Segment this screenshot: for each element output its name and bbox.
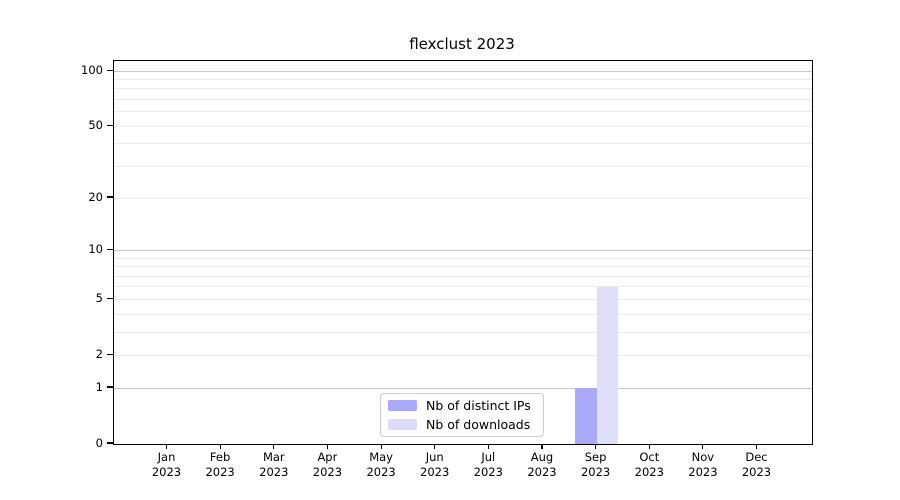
y-tick-mark-20 bbox=[107, 196, 113, 198]
x-tick-year: 2023 bbox=[205, 465, 235, 479]
x-tick-label-jun: Jun 2023 bbox=[408, 450, 462, 480]
x-tick-year: 2023 bbox=[312, 465, 343, 479]
x-tick-mark-jul bbox=[487, 444, 489, 449]
x-tick-year: 2023 bbox=[527, 465, 557, 479]
legend-item-downloads: Nb of downloads bbox=[388, 417, 535, 433]
x-tick-year: 2023 bbox=[580, 465, 611, 479]
x-tick-year: 2023 bbox=[634, 465, 664, 479]
x-tick-mark-oct bbox=[648, 444, 650, 449]
x-tick-month: Jun bbox=[425, 450, 444, 464]
y-tick-mark-50 bbox=[107, 124, 113, 126]
x-tick-month: Jan bbox=[157, 450, 176, 464]
x-tick-year: 2023 bbox=[473, 465, 503, 479]
y-tick-label-0: 0 bbox=[95, 436, 103, 450]
gridline-5 bbox=[114, 298, 812, 300]
x-tick-label-apr: Apr 2023 bbox=[300, 450, 354, 480]
x-tick-month: Dec bbox=[745, 450, 768, 464]
gridline-4 bbox=[114, 313, 812, 315]
x-tick-mark-apr bbox=[326, 444, 328, 449]
gridline-10 bbox=[114, 249, 812, 251]
x-tick-label-aug: Aug 2023 bbox=[515, 450, 569, 480]
y-tick-mark-100 bbox=[107, 69, 113, 71]
y-tick-label-2: 2 bbox=[95, 347, 103, 362]
gridline-6 bbox=[114, 286, 812, 288]
legend-label-distinct-ips: Nb of distinct IPs bbox=[426, 398, 531, 414]
legend-swatch-downloads bbox=[388, 418, 417, 430]
gridline-8 bbox=[114, 266, 812, 267]
bar-sep-downloads bbox=[596, 286, 619, 444]
x-tick-label-nov: Nov 2023 bbox=[676, 450, 730, 480]
x-tick-month: Oct bbox=[639, 450, 660, 464]
y-tick-mark-1 bbox=[107, 386, 113, 388]
y-tick-mark-5 bbox=[107, 297, 113, 299]
x-tick-mark-jan bbox=[165, 444, 168, 449]
x-tick-year: 2023 bbox=[741, 465, 772, 479]
gridline-60 bbox=[114, 111, 812, 113]
x-tick-year: 2023 bbox=[259, 465, 289, 479]
legend-item-distinct-ips: Nb of distinct IPs bbox=[388, 398, 535, 414]
x-tick-month: Jul bbox=[481, 450, 496, 464]
x-tick-month: Mar bbox=[262, 450, 285, 464]
gridline-30 bbox=[114, 166, 812, 167]
x-tick-label-may: May 2023 bbox=[354, 450, 408, 480]
gridline-7 bbox=[114, 275, 812, 277]
chart-title: flexclust 2023 bbox=[409, 35, 515, 53]
gridline-3 bbox=[114, 331, 812, 333]
y-tick-label-50: 50 bbox=[88, 118, 103, 133]
x-tick-month: Apr bbox=[317, 450, 338, 464]
bar-sep-distinct-ips bbox=[575, 388, 597, 444]
gridline-100 bbox=[114, 70, 812, 72]
gridline-50 bbox=[114, 125, 812, 127]
x-tick-label-sep: Sep 2023 bbox=[569, 450, 623, 480]
x-tick-mark-may bbox=[380, 444, 382, 449]
y-tick-mark-2 bbox=[107, 353, 113, 355]
y-tick-label-20: 20 bbox=[88, 190, 103, 204]
gridline-9 bbox=[114, 257, 812, 259]
legend-label-downloads: Nb of downloads bbox=[426, 416, 531, 432]
plot-area: Nb of distinct IPs Nb of downloads bbox=[113, 60, 813, 445]
y-tick-label-5: 5 bbox=[95, 291, 103, 306]
x-tick-month: Aug bbox=[530, 450, 554, 464]
x-tick-label-dec: Dec 2023 bbox=[730, 450, 784, 480]
y-tick-mark-0 bbox=[107, 442, 113, 444]
x-tick-mark-dec bbox=[755, 444, 758, 449]
legend: Nb of distinct IPs Nb of downloads bbox=[380, 393, 544, 437]
x-tick-label-mar: Mar 2023 bbox=[247, 450, 301, 480]
gridline-40 bbox=[114, 143, 812, 145]
legend-swatch-distinct-ips bbox=[388, 400, 417, 412]
x-tick-mark-sep bbox=[595, 444, 597, 449]
gridline-90 bbox=[114, 79, 812, 80]
x-tick-mark-feb bbox=[219, 444, 221, 449]
y-tick-label-10: 10 bbox=[88, 242, 103, 257]
x-tick-mark-jun bbox=[434, 444, 436, 449]
x-tick-label-feb: Feb 2023 bbox=[193, 450, 247, 480]
gridline-70 bbox=[114, 99, 812, 101]
x-tick-year: 2023 bbox=[151, 465, 182, 479]
x-tick-label-jan: Jan 2023 bbox=[140, 450, 194, 480]
x-tick-mark-aug bbox=[541, 444, 543, 449]
x-tick-mark-nov bbox=[702, 444, 704, 449]
gridline-80 bbox=[114, 88, 812, 90]
x-tick-year: 2023 bbox=[420, 465, 450, 479]
x-tick-month: Feb bbox=[209, 450, 231, 464]
x-tick-month: Nov bbox=[691, 450, 715, 464]
x-tick-month: May bbox=[369, 450, 393, 464]
gridline-1 bbox=[114, 387, 812, 389]
x-tick-year: 2023 bbox=[688, 465, 718, 479]
y-tick-label-100: 100 bbox=[81, 63, 103, 78]
x-tick-label-jul: Jul 2023 bbox=[461, 450, 515, 480]
gridline-2 bbox=[114, 354, 812, 356]
x-tick-year: 2023 bbox=[366, 465, 396, 479]
y-tick-label-1: 1 bbox=[95, 380, 103, 394]
y-tick-mark-10 bbox=[107, 248, 113, 250]
x-tick-mark-mar bbox=[273, 444, 275, 449]
x-tick-month: Sep bbox=[584, 450, 607, 464]
gridline-20 bbox=[114, 197, 812, 199]
x-tick-label-oct: Oct 2023 bbox=[622, 450, 676, 480]
